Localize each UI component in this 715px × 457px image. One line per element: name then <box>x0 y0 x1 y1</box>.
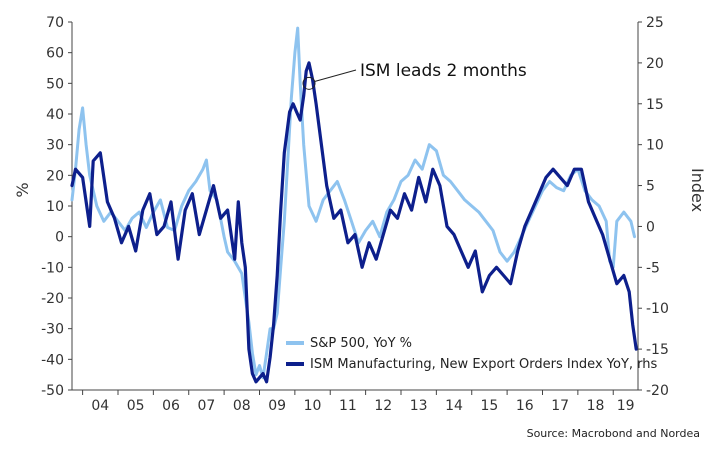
x-tick-label: 18 <box>587 398 605 414</box>
source-note: Source: Macrobond and Nordea <box>527 427 700 440</box>
left-tick-label: 0 <box>55 230 64 246</box>
annotation: ISM leads 2 months <box>302 61 527 90</box>
left-tick-label: 60 <box>46 46 64 62</box>
x-tick-label: 07 <box>198 398 216 414</box>
left-tick-label: 50 <box>46 76 64 92</box>
right-tick-label: -10 <box>646 301 669 317</box>
annotation-marker <box>302 76 316 90</box>
x-tick-label: 17 <box>551 398 569 414</box>
x-tick-label: 10 <box>304 398 322 414</box>
legend-label-sp500: S&P 500, YoY % <box>310 336 412 351</box>
left-tick-label: 30 <box>46 138 64 154</box>
x-tick-label: 04 <box>91 398 109 414</box>
right-axis: 25 20 15 10 5 0 -5 -10 -15 -20 <box>638 15 669 399</box>
left-axis-label: % <box>13 182 32 197</box>
right-tick-label: 25 <box>646 15 664 31</box>
right-tick-label: 0 <box>646 219 655 235</box>
series-line-ism <box>70 61 638 384</box>
x-tick-label: 14 <box>445 398 463 414</box>
x-tick-label: 08 <box>233 398 251 414</box>
x-tick-label: 09 <box>268 398 286 414</box>
right-tick-label: 20 <box>646 56 664 72</box>
left-tick-label: -40 <box>41 352 64 368</box>
left-tick-label: -10 <box>41 260 64 276</box>
right-tick-label: 15 <box>646 97 664 113</box>
right-tick-label: -15 <box>646 342 669 358</box>
right-tick-label: -5 <box>646 260 660 276</box>
x-tick-label: 11 <box>339 398 357 414</box>
x-tick-label: 15 <box>481 398 499 414</box>
left-tick-label: 70 <box>46 15 64 31</box>
legend-label-ism: ISM Manufacturing, New Export Orders Ind… <box>310 357 658 372</box>
x-tick-label: 12 <box>374 398 392 414</box>
legend: S&P 500, YoY % ISM Manufacturing, New Ex… <box>286 336 658 372</box>
left-tick-label: 10 <box>46 199 64 215</box>
left-tick-label: -20 <box>41 291 64 307</box>
x-tick-label: 19 <box>617 398 635 414</box>
x-tick-label: 05 <box>127 398 145 414</box>
x-tick-label: 06 <box>162 398 180 414</box>
right-tick-label: -20 <box>646 383 669 399</box>
left-axis: 70 60 50 40 30 20 10 0 -10 -20 -30 -40 -50 <box>41 15 72 399</box>
x-axis: 04 05 06 07 08 09 10 11 12 13 14 15 16 17 18 19 <box>82 390 635 414</box>
right-tick-label: 5 <box>646 179 655 195</box>
right-axis-label: Index <box>688 168 707 212</box>
right-tick-label: 10 <box>646 138 664 154</box>
left-tick-label: -30 <box>41 322 64 338</box>
x-tick-label: 13 <box>410 398 428 414</box>
left-tick-label: -50 <box>41 383 64 399</box>
annotation-text: ISM leads 2 months <box>360 61 527 81</box>
left-tick-label: 40 <box>46 107 64 123</box>
left-tick-label: 20 <box>46 168 64 184</box>
series-layer <box>70 26 638 384</box>
annotation-leader-line <box>314 69 357 82</box>
x-tick-label: 16 <box>516 398 534 414</box>
